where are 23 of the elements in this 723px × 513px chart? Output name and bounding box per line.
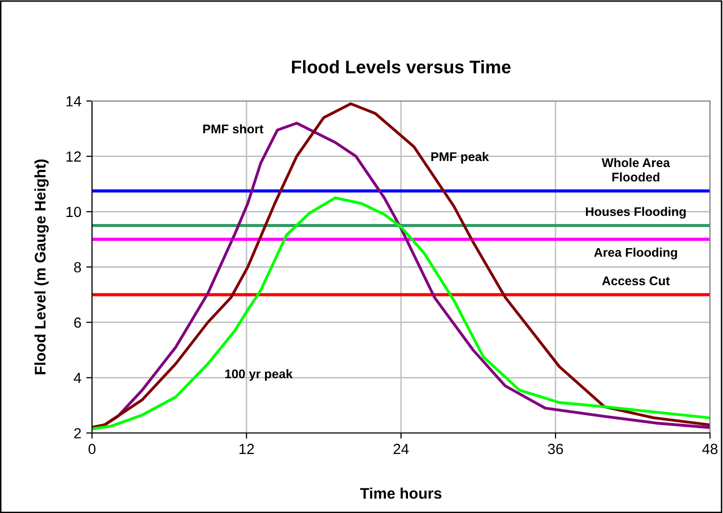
y-tick-label: 4 xyxy=(74,372,82,383)
y-tick-label: 2 xyxy=(74,428,81,438)
y-tick-label: 12 xyxy=(66,151,81,162)
ref-line-label: Houses Flooding xyxy=(586,206,686,219)
ref-line-label: Area Flooding xyxy=(594,248,678,260)
y-tick-label: 14 xyxy=(66,96,82,106)
ref-line-label: Access Cut xyxy=(602,276,670,286)
x-tick-label: 0 xyxy=(88,444,96,454)
y-tick-label: 8 xyxy=(74,262,81,272)
ref-line-label: Whole Area Flooded xyxy=(602,158,670,182)
x-axis-title: Time hours xyxy=(360,488,442,499)
line-series xyxy=(92,196,710,430)
y-axis-title: Flood Level (m Gauge Height) xyxy=(34,160,49,374)
chart-title: Flood Levels versus Time xyxy=(292,60,511,74)
annotation: PMF peak xyxy=(431,152,489,164)
x-tick-label: 24 xyxy=(394,444,409,454)
x-tick-label: 12 xyxy=(240,444,254,454)
y-tick-label: 6 xyxy=(74,317,81,328)
y-tick-label: 10 xyxy=(66,206,82,218)
x-tick-label: 48 xyxy=(702,444,718,454)
annotation: PMF short xyxy=(203,124,264,134)
annotation: 100 yr peak xyxy=(225,369,293,381)
x-tick-label: 36 xyxy=(548,444,563,454)
